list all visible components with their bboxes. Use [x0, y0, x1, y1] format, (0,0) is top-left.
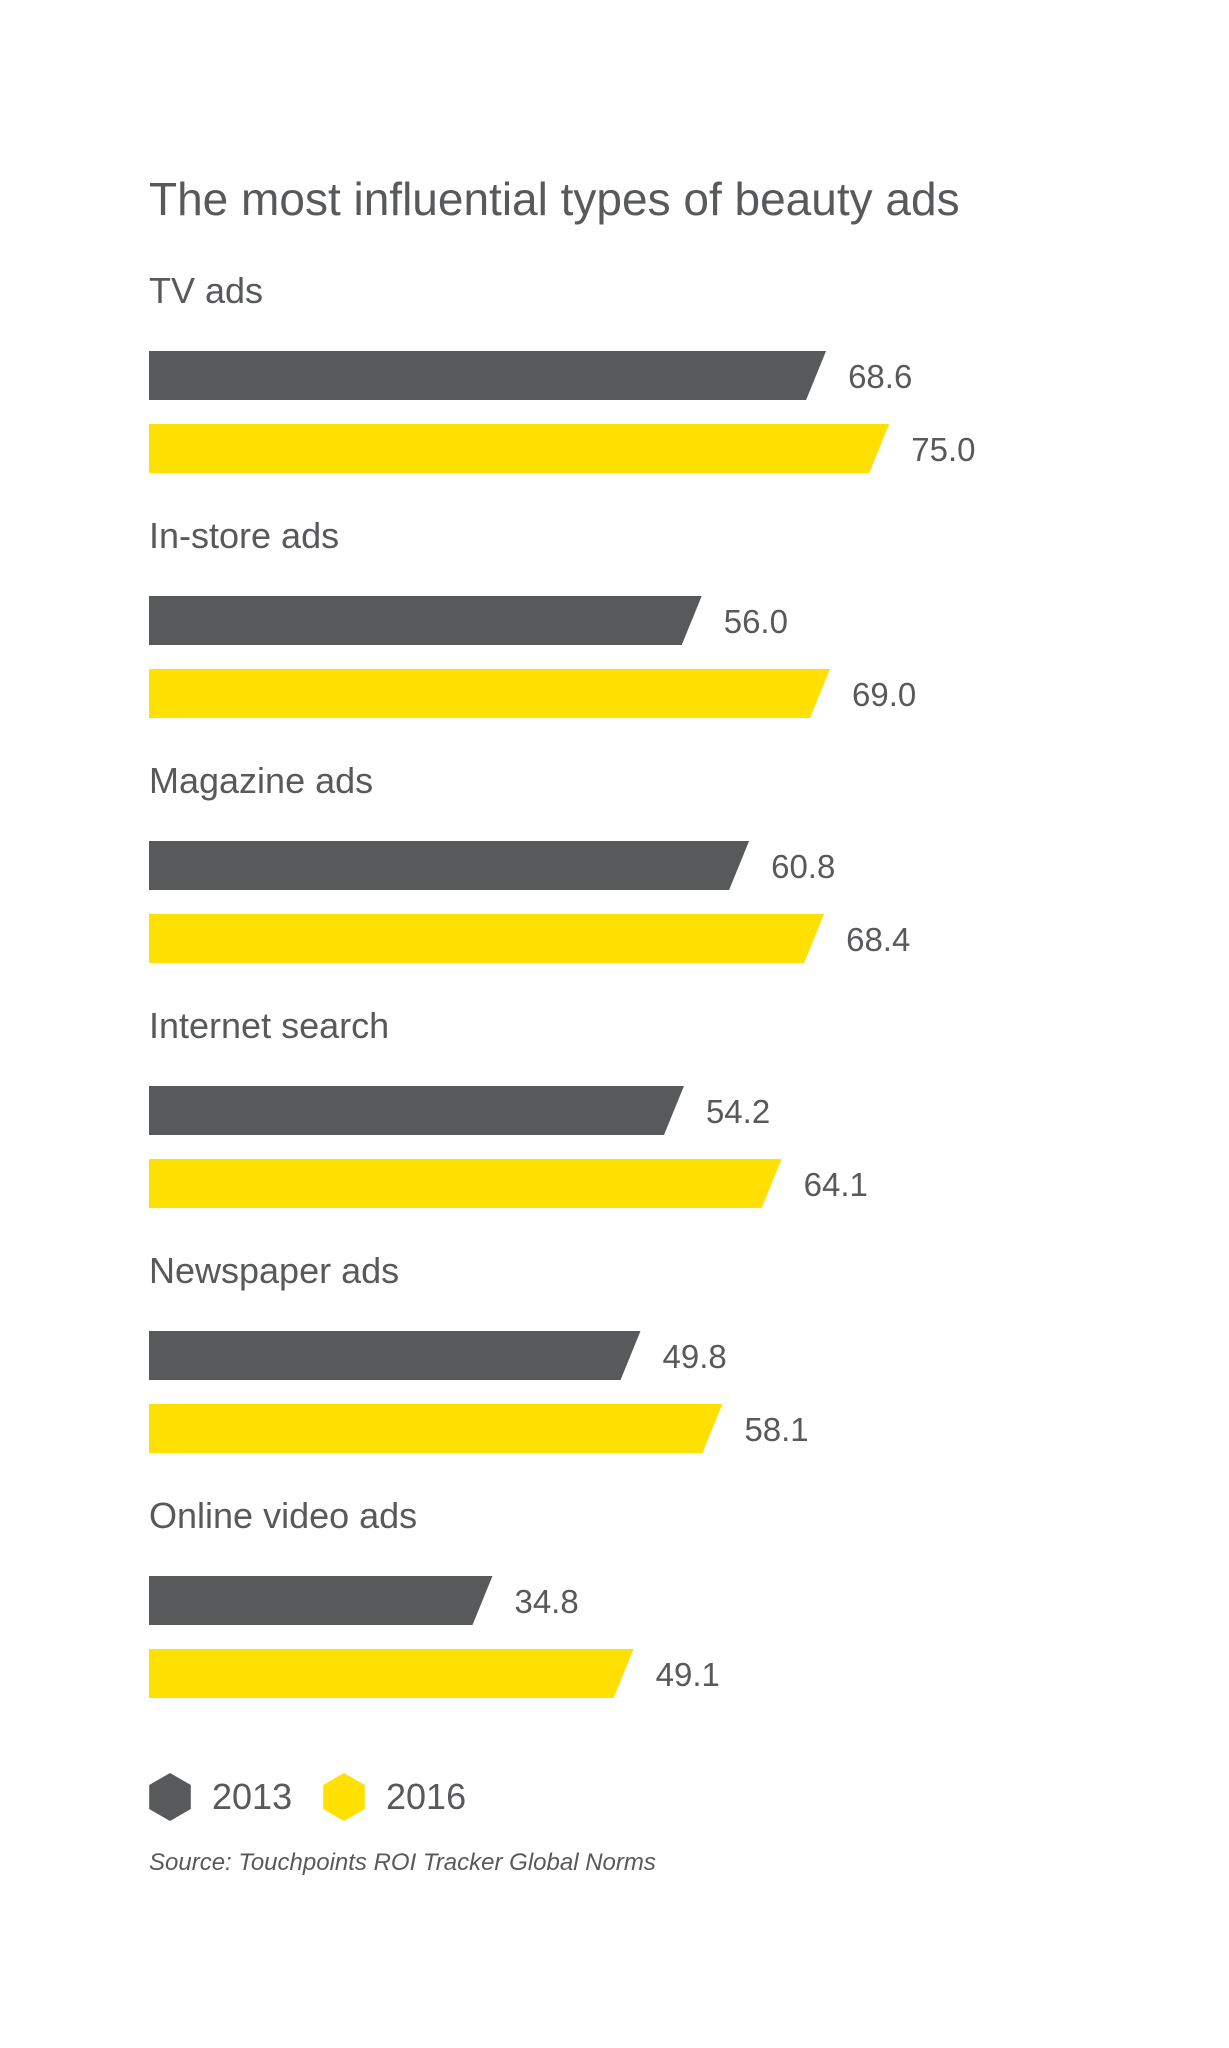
data-label-2013-in-store-ads: 56.0 [724, 603, 788, 640]
data-label-2016-magazine-ads: 68.4 [846, 921, 910, 958]
bar-2016-newspaper-ads [149, 1404, 723, 1453]
chart-body: TV ads 68.6 75.0 In-store ads 56.0 69.0 Magazi… [149, 270, 975, 1698]
category-label-online-video-ads: Online video ads [149, 1495, 417, 1536]
bar-2016-online-video-ads [149, 1649, 634, 1698]
source-note: Source: Touchpoints ROI Tracker Global N… [149, 1849, 656, 1876]
data-label-2016-newspaper-ads: 58.1 [744, 1411, 808, 1448]
category-label-internet-search: Internet search [149, 1005, 389, 1046]
category-label-magazine-ads: Magazine ads [149, 760, 373, 801]
bar-2016-tv-ads [149, 424, 890, 473]
bar-2016-in-store-ads [149, 669, 831, 718]
legend-label-2013: 2013 [212, 1776, 292, 1817]
data-label-2016-in-store-ads: 69.0 [852, 676, 916, 713]
category-label-newspaper-ads: Newspaper ads [149, 1250, 399, 1291]
data-label-2013-online-video-ads: 34.8 [514, 1583, 578, 1620]
bar-2013-internet-search [149, 1086, 684, 1135]
bar-2013-tv-ads [149, 351, 827, 400]
data-label-2013-tv-ads: 68.6 [848, 358, 912, 395]
legend: 2013 2016 [149, 1773, 466, 1821]
bar-2013-online-video-ads [149, 1576, 493, 1625]
bar-2013-newspaper-ads [149, 1331, 641, 1380]
chart-title: The most influential types of beauty ads [149, 173, 960, 225]
category-label-in-store-ads: In-store ads [149, 515, 339, 556]
data-label-2013-newspaper-ads: 49.8 [663, 1338, 727, 1375]
data-label-2016-online-video-ads: 49.1 [656, 1656, 720, 1693]
bar-2013-in-store-ads [149, 596, 702, 645]
data-label-2013-internet-search: 54.2 [706, 1093, 770, 1130]
legend-label-2016: 2016 [386, 1776, 466, 1817]
data-label-2016-internet-search: 64.1 [804, 1166, 868, 1203]
bar-2016-internet-search [149, 1159, 782, 1208]
data-label-2016-tv-ads: 75.0 [911, 431, 975, 468]
data-label-2013-magazine-ads: 60.8 [771, 848, 835, 885]
bar-2016-magazine-ads [149, 914, 825, 963]
bar-2013-magazine-ads [149, 841, 750, 890]
category-label-tv-ads: TV ads [149, 270, 263, 311]
legend-marker-2016 [323, 1773, 365, 1821]
legend-marker-2013 [149, 1773, 191, 1821]
